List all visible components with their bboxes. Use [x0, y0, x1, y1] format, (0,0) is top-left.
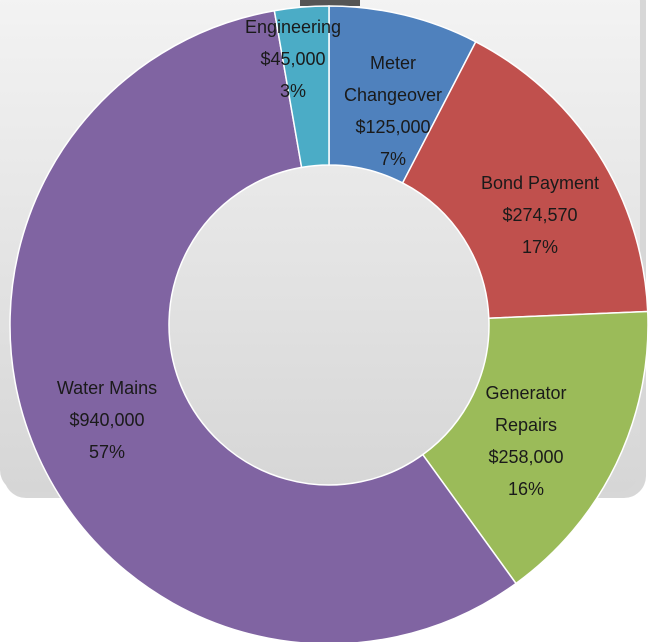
- percent-label: 7%: [379, 149, 406, 169]
- percent-label: 16%: [507, 479, 545, 499]
- data-label: Meter Changeover $125,000 7%: [333, 47, 453, 175]
- category: Meter Changeover: [343, 53, 443, 105]
- value-label: $940,000: [69, 410, 145, 430]
- data-label: Bond Payment $274,570 17%: [450, 167, 630, 263]
- percent-label: 17%: [521, 237, 559, 257]
- data-label: Water Mains $940,000 57%: [27, 372, 187, 468]
- value-label: $125,000: [355, 117, 431, 137]
- donut-slice: [401, 40, 649, 320]
- percent-label: 57%: [88, 442, 126, 462]
- donut-slice: [421, 310, 649, 585]
- percent-label: 3%: [279, 81, 306, 101]
- donut-slice: [273, 5, 330, 169]
- value-label: $274,570: [502, 205, 578, 225]
- top-bar: [300, 0, 360, 6]
- value-label: $258,000: [488, 447, 564, 467]
- category: Engineering: [244, 17, 342, 37]
- donut-slice: [9, 9, 518, 642]
- data-label: Engineering $45,000 3%: [238, 11, 348, 107]
- category: Generator Repairs: [485, 383, 567, 435]
- data-label: Generator Repairs $258,000 16%: [471, 377, 581, 505]
- value-label: $45,000: [260, 49, 326, 69]
- category: Bond Payment: [480, 173, 600, 193]
- category: Water Mains: [56, 378, 158, 398]
